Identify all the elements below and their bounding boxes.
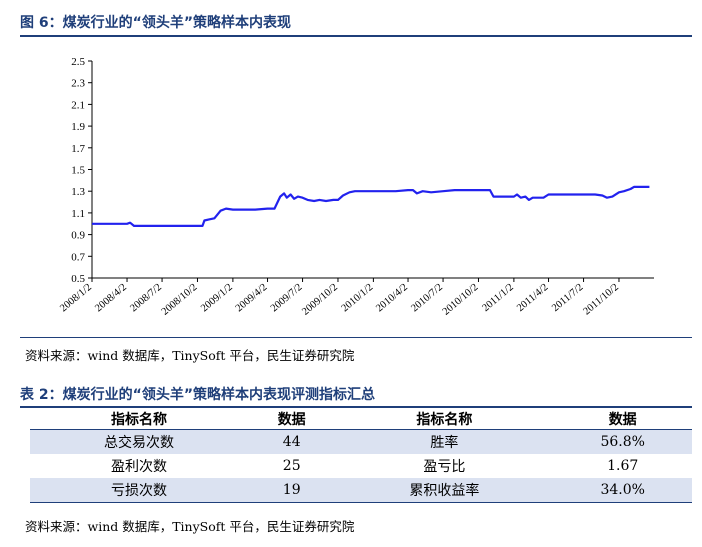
cell-value: 19 xyxy=(248,478,336,503)
table-header-row: 指标名称 数据 指标名称 数据 xyxy=(30,409,692,430)
x-tick-label: 2008/1/2 xyxy=(58,282,94,314)
cell-value: 56.8% xyxy=(553,429,692,454)
cell-indicator: 总交易次数 xyxy=(30,429,249,454)
x-tick-label: 2009/1/2 xyxy=(199,282,235,314)
y-tick-label: 2.1 xyxy=(71,99,85,111)
x-tick-label: 2010/10/2 xyxy=(441,282,481,318)
y-tick-label: 1.3 xyxy=(71,186,85,198)
figure-title-rule xyxy=(20,35,692,37)
x-tick-label: 2009/4/2 xyxy=(234,282,270,314)
x-tick-label: 2010/4/2 xyxy=(374,282,410,314)
table-row: 总交易次数 44 胜率 56.8% xyxy=(30,429,692,454)
cell-value: 34.0% xyxy=(553,478,692,503)
y-tick-label: 1.1 xyxy=(71,208,85,220)
header-value-1: 数据 xyxy=(248,409,336,430)
x-tick-label: 2010/1/2 xyxy=(340,282,376,314)
y-tick-label: 0.7 xyxy=(71,251,85,263)
cell-indicator: 累积收益率 xyxy=(335,478,554,503)
y-tick-label: 1.9 xyxy=(71,121,85,133)
x-tick-label: 2011/4/2 xyxy=(515,282,550,314)
table-title-rule xyxy=(20,406,692,408)
cell-value: 25 xyxy=(282,458,301,474)
y-tick-label: 2.5 xyxy=(71,56,85,68)
figure-source: 资料来源：wind 数据库，TinySoft 平台，民生证券研究院 xyxy=(25,348,355,363)
x-tick-label: 2011/10/2 xyxy=(581,282,620,318)
line-chart: 0.5 0.7 0.9 1.1 1.3 1.5 1.7 1.9 2.1 2.3 2.5 2008/1… xyxy=(58,56,654,318)
header-indicator-name-2: 指标名称 xyxy=(335,409,554,430)
table-source: 资料来源：wind 数据库，TinySoft 平台，民生证券研究院 xyxy=(25,519,355,534)
cell-indicator: 胜率 xyxy=(335,429,554,454)
table-row: 盈利次数 25 盈亏比 1.67 xyxy=(30,454,692,478)
stats-table: 指标名称 数据 指标名称 数据 总交易次数 44 胜率 56.8% 盈利次数 2… xyxy=(30,409,692,503)
y-tick-label: 0.9 xyxy=(71,230,85,242)
table-row: 亏损次数 19 累积收益率 34.0% xyxy=(30,478,692,503)
cell-value: 1.67 xyxy=(607,458,639,474)
plot-lines xyxy=(92,185,650,227)
cell-indicator: 盈利次数 xyxy=(111,459,168,475)
cell-indicator: 盈亏比 xyxy=(423,459,466,475)
figure-title: 图 6：煤炭行业的“领头羊”策略样本内表现 xyxy=(20,15,292,31)
series-line xyxy=(92,185,650,227)
figure-bottom-rule xyxy=(20,337,692,338)
y-tick-label: 1.7 xyxy=(71,143,85,155)
cell-indicator: 亏损次数 xyxy=(30,478,249,503)
x-tick-label: 2011/7/2 xyxy=(550,282,585,314)
x-tick-label: 2008/10/2 xyxy=(160,282,200,318)
cell-value: 44 xyxy=(248,429,336,454)
table-title: 表 2：煤炭行业的“领头羊”策略样本内表现评测指标汇总 xyxy=(20,387,376,403)
y-tick-label: 2.3 xyxy=(71,78,85,90)
y-tick-label: 1.5 xyxy=(71,165,85,177)
y-axis: 0.5 0.7 0.9 1.1 1.3 1.5 1.7 1.9 2.1 2.3 2.5 xyxy=(71,56,93,285)
x-tick-label: 2009/10/2 xyxy=(300,282,340,318)
header-value-2: 数据 xyxy=(553,409,692,430)
x-tick-label: 2008/4/2 xyxy=(93,282,129,314)
x-tick-label: 2011/1/2 xyxy=(480,282,515,314)
header-indicator-name-1: 指标名称 xyxy=(30,409,249,430)
y-tick-label: 0.5 xyxy=(71,273,85,285)
